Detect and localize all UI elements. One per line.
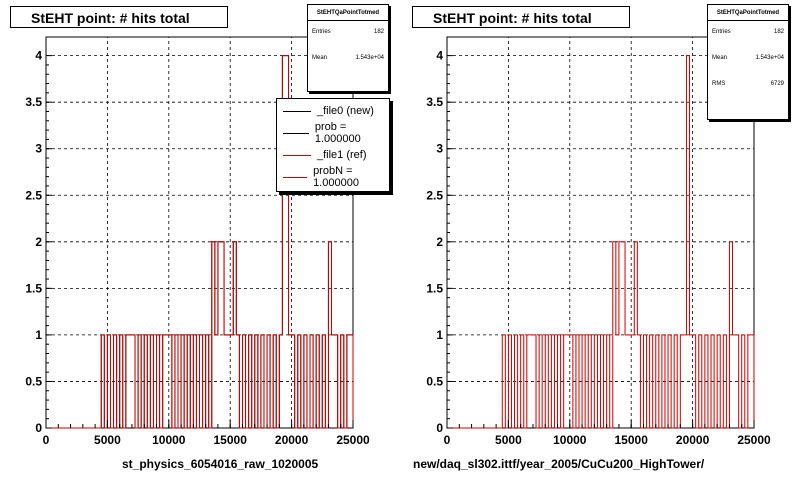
y-tick-label: 2 [35,235,42,249]
y-tick-label: 1.5 [25,281,42,295]
right-rms-value: 6729 [770,81,784,87]
x-tick-label: 10000 [152,433,186,447]
y-tick-label: 3 [436,142,443,156]
x-tick-label: 20000 [676,433,710,447]
x-tick-label: 25000 [336,433,370,447]
right-entries-label: Entries [712,29,731,35]
y-tick-label: 1.5 [426,281,443,295]
x-tick-label: 0 [43,433,50,447]
plot-1: 0 0.5 1 1.5 2 2.5 3 3.5 4 0 5000 10000 15000 20000 250… [426,36,771,447]
x-tick-label: 15000 [615,433,649,447]
left-statbox: StEHTQaPointTotmed Entries 182 Mean 1.543e… [307,4,389,92]
right-statbox-name: StEHTQaPointTotmed [708,5,788,21]
right-statbox: StEHTQaPointTotmed Entries 182 Mean 1.543e… [707,4,789,120]
legend-swatch-prob [283,132,309,134]
x-tick-label: 5000 [94,433,121,447]
left-x-axis-title: st_physics_6054016_raw_1020005 [122,457,319,471]
legend-prob: prob = 1.000000 [314,121,361,145]
left-entries-value: 182 [373,29,384,35]
y-tick-label: 0.5 [25,374,42,388]
legend-probn: probN = 1.000000 [313,165,359,189]
y-tick-label: 0 [436,421,443,435]
y-tick-label: 1 [35,328,42,342]
y-tick-label: 0.5 [426,374,443,388]
left-entries-label: Entries [312,29,331,35]
right-plot-title: StEHT point: # hits total [412,6,630,28]
y-tick-label: 2.5 [25,188,42,202]
legend-swatch-probn [283,176,308,178]
right-x-axis-title: new/daq_sl302.ittf/year_2005/CuCu200_Hig… [413,457,705,471]
left-legend: _file0 (new) prob = 1.000000 _file1 (ref… [276,98,390,192]
y-tick-label: 0 [35,421,42,435]
y-tick-label: 3.5 [426,95,443,109]
left-statbox-name: StEHTQaPointTotmed [308,5,388,21]
x-tick-label: 25000 [737,433,771,447]
x-tick-label: 20000 [275,433,309,447]
right-entries-value: 182 [773,29,784,35]
left-plot-title: StEHT point: # hits total [10,6,228,28]
y-tick-label: 2 [436,235,443,249]
y-tick-label: 4 [35,49,42,63]
right-mean-value: 1.543e+04 [755,55,784,61]
series-0-histogram [447,55,755,429]
x-tick-label: 15000 [214,433,248,447]
y-tick-label: 2.5 [426,188,443,202]
x-tick-label: 10000 [553,433,587,447]
x-tick-label: 0 [444,433,451,447]
legend-file0: _file0 (new) [317,105,374,117]
plot-0: 0 0.5 1 1.5 2 2.5 3 3.5 4 0 5000 10000 15000 20000 250… [25,36,370,447]
legend-swatch-file0 [283,110,311,112]
series-1-histogram [46,55,354,429]
y-tick-label: 3.5 [25,95,42,109]
right-mean-label: Mean [712,55,728,61]
right-rms-label: RMS [712,81,726,87]
y-tick-label: 1 [436,328,443,342]
x-tick-label: 5000 [495,433,522,447]
legend-swatch-file1 [283,154,311,156]
left-mean-label: Mean [312,55,328,61]
y-tick-label: 3 [35,142,42,156]
legend-file1: _file1 (ref) [317,149,367,161]
y-tick-label: 4 [436,49,443,63]
left-mean-value: 1.543e+04 [355,55,384,61]
